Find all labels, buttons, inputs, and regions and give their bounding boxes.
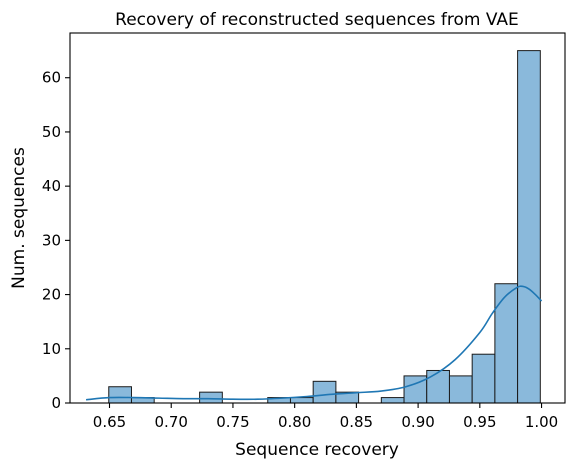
histogram-bar	[448, 375, 473, 404]
x-axis-label: Sequence recovery	[235, 440, 399, 460]
y-tick-label: 0	[51, 394, 61, 412]
x-tick-label: 1.00	[525, 413, 558, 431]
x-tick-label: 0.90	[401, 413, 434, 431]
histogram-bars	[108, 50, 541, 404]
x-tick-label: 0.85	[340, 413, 373, 431]
histogram-bar	[380, 397, 405, 404]
histogram-bar	[426, 369, 450, 404]
y-tick-label: 60	[42, 69, 61, 87]
plot-frame	[69, 32, 566, 404]
y-axis-label: Num. sequences	[9, 147, 29, 289]
x-tick-label: 0.70	[155, 413, 188, 431]
x-tick-label: 0.95	[463, 413, 496, 431]
y-tick-label: 10	[42, 340, 61, 358]
y-axis-ticks: 0 10 20 30 40 50 60	[42, 69, 70, 412]
histogram-bar	[312, 380, 337, 404]
x-tick-label: 0.80	[278, 413, 311, 431]
y-tick-label: 40	[42, 177, 61, 195]
histogram-bar	[517, 50, 541, 404]
histogram-bar	[108, 386, 132, 404]
histogram-bar	[199, 391, 223, 404]
histogram-bar	[471, 353, 496, 404]
histogram-bar	[494, 283, 519, 404]
histogram-bar	[289, 397, 314, 404]
x-tick-label: 0.75	[216, 413, 249, 431]
y-tick-label: 20	[42, 286, 61, 304]
x-axis-ticks: 0.65 0.70 0.75 0.80 0.85 0.90 0.95 1.00	[93, 403, 558, 431]
chart-title: Recovery of reconstructed sequences from…	[115, 10, 519, 30]
x-tick-label: 0.65	[93, 413, 126, 431]
y-tick-label: 30	[42, 231, 61, 249]
y-tick-label: 50	[42, 123, 61, 141]
kde-curve	[85, 285, 543, 401]
